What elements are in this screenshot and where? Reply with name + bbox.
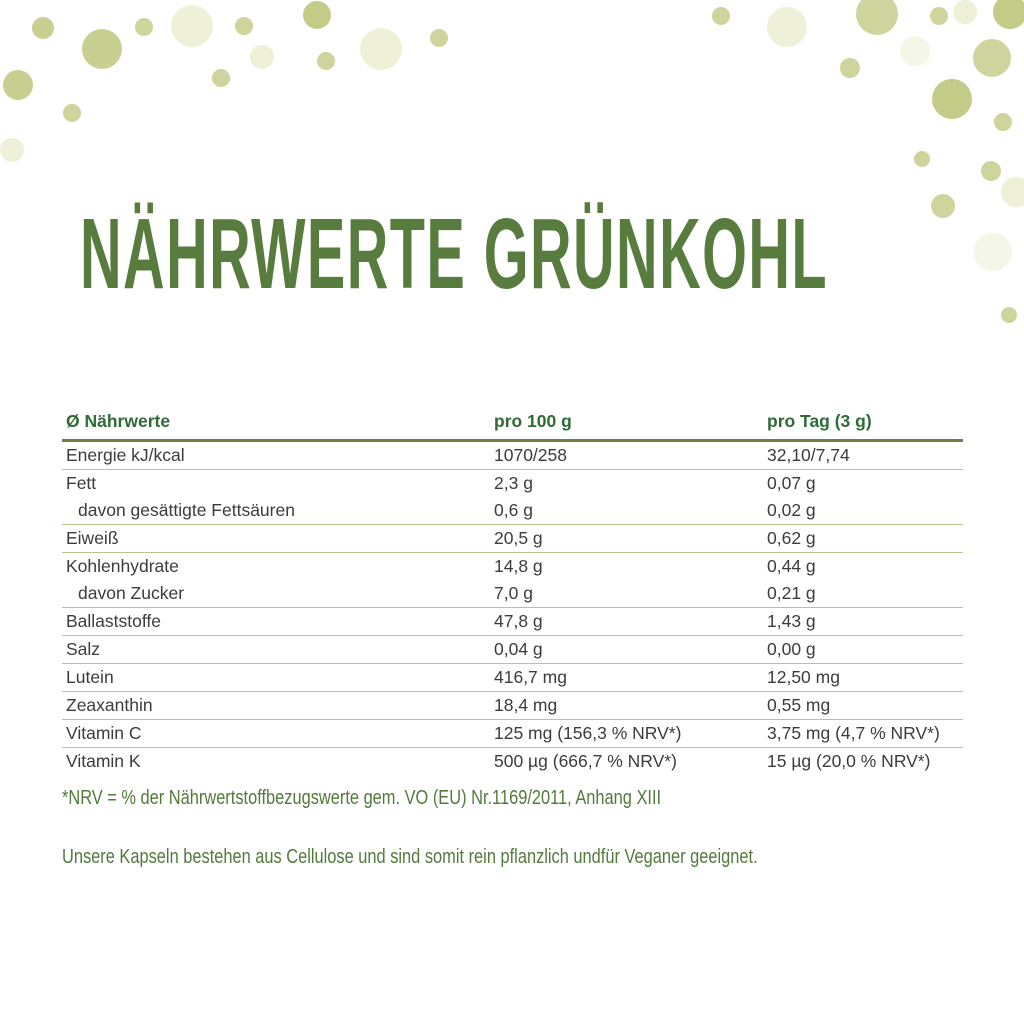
decorative-dot <box>250 45 274 69</box>
nutrient-label: davon gesättigte Fettsäuren <box>62 497 490 525</box>
decorative-dot <box>82 29 122 69</box>
nutrient-label: Energie kJ/kcal <box>62 440 490 470</box>
decorative-dot <box>3 70 33 100</box>
decorative-dot <box>914 151 930 167</box>
decorative-dot <box>32 17 54 39</box>
table-row: Eiweiß 20,5 g 0,62 g <box>62 524 963 553</box>
nutrient-label: Fett <box>66 473 97 493</box>
nutrition-table-header: Ø Nährwerte pro 100 g pro Tag (3 g) <box>62 406 963 442</box>
decorative-dot <box>135 18 153 36</box>
nutrient-label: Salz <box>62 635 490 664</box>
decorative-dot <box>430 29 448 47</box>
decorative-dot <box>900 36 930 66</box>
decorative-dot <box>953 0 977 24</box>
decorative-dot <box>856 0 898 35</box>
value-per-day: 32,10/7,74 <box>763 440 963 470</box>
nutrient-label: davon Zucker <box>62 580 490 608</box>
decorative-dot <box>1001 177 1024 207</box>
table-row: Salz 0,04 g 0,00 g <box>62 635 963 664</box>
value-per-day: 0,00 g <box>763 635 963 664</box>
decorative-dot <box>840 58 860 78</box>
value-per-day: 12,50 mg <box>763 663 963 692</box>
col-header-per-100g: pro 100 g <box>490 406 763 442</box>
table-row: davon Zucker 7,0 g 0,21 g <box>62 580 963 608</box>
decorative-dot <box>981 161 1001 181</box>
value-per-100g: 1070/258 <box>490 440 763 470</box>
value-per-100g: 2,3 g <box>494 473 533 493</box>
value-per-100g: 0,6 g <box>490 497 763 525</box>
value-per-100g: 500 µg (666,7 % NRV*) <box>494 751 677 771</box>
decorative-dot <box>1001 307 1017 323</box>
value-per-100g: 20,5 g <box>490 524 763 553</box>
capsule-note: Unsere Kapseln bestehen aus Cellulose un… <box>62 846 758 868</box>
value-per-day: 15 µg (20,0 % NRV*) <box>767 751 931 771</box>
decorative-dot <box>317 52 335 70</box>
decorative-dot <box>932 79 972 119</box>
table-row: Ballaststoffe 47,8 g 1,43 g <box>62 607 963 636</box>
value-per-100g: 416,7 mg <box>490 663 763 692</box>
decorative-dot <box>0 138 24 162</box>
value-per-day: 0,07 g <box>767 473 816 493</box>
decorative-dot <box>712 7 730 25</box>
nutrient-label: Vitamin K <box>66 751 141 771</box>
value-per-100g: 14,8 g <box>494 556 543 576</box>
decorative-dot <box>930 7 948 25</box>
table-row: Vitamin C 125 mg (156,3 % NRV*) 3,75 mg (4… <box>62 719 963 748</box>
decorative-dot <box>974 233 1012 271</box>
value-per-day: 1,43 g <box>763 607 963 636</box>
decorative-dot <box>360 28 402 70</box>
value-per-100g: 7,0 g <box>490 580 763 608</box>
header-row: Ø Nährwerte pro 100 g pro Tag (3 g) <box>62 406 963 442</box>
decorative-dot <box>994 113 1012 131</box>
decorative-dot <box>212 69 230 87</box>
decorative-dot <box>171 5 213 47</box>
value-per-day: 0,44 g <box>767 556 816 576</box>
decorative-dot <box>303 1 331 29</box>
value-per-day: 3,75 mg (4,7 % NRV*) <box>763 719 963 748</box>
value-per-100g: 125 mg (156,3 % NRV*) <box>490 719 763 748</box>
decorative-dot <box>993 0 1024 29</box>
col-header-per-day: pro Tag (3 g) <box>763 406 963 442</box>
decorative-dot <box>63 104 81 122</box>
nutrient-label: Ballaststoffe <box>62 607 490 636</box>
decorative-dot <box>767 7 807 47</box>
col-header-nutrients: Ø Nährwerte <box>62 406 490 442</box>
decorative-dot <box>973 39 1011 77</box>
table-row: Fett 2,3 g 0,07 g <box>62 470 963 498</box>
decorative-dot <box>235 17 253 35</box>
nrv-footnote: *NRV = % der Nährwertstoffbezugswerte ge… <box>62 787 662 809</box>
nutrient-label: Eiweiß <box>62 524 490 553</box>
nutrition-table-body: Energie kJ/kcal 1070/258 32,10/7,74 Fett 2,3… <box>62 440 963 776</box>
table-row: Kohlenhydrate 14,8 g 0,44 g <box>62 553 963 581</box>
nutrient-label: Kohlenhydrate <box>66 556 179 576</box>
table-row: Lutein 416,7 mg 12,50 mg <box>62 663 963 692</box>
table-row: Energie kJ/kcal 1070/258 32,10/7,74 <box>62 440 963 470</box>
decorative-dot <box>931 194 955 218</box>
nutrient-label: Lutein <box>62 663 490 692</box>
table-row: davon gesättigte Fettsäuren 0,6 g 0,02 g <box>62 497 963 525</box>
value-per-100g: 18,4 mg <box>490 691 763 720</box>
value-per-day: 0,55 mg <box>763 691 963 720</box>
nutrient-label: Vitamin C <box>62 719 490 748</box>
value-per-day: 0,21 g <box>763 580 963 608</box>
value-per-day: 0,62 g <box>763 524 963 553</box>
table-row: Zeaxanthin 18,4 mg 0,55 mg <box>62 691 963 720</box>
page-title: NÄHRWERTE GRÜNKOHL <box>80 197 829 309</box>
value-per-100g: 0,04 g <box>490 635 763 664</box>
nutrition-table: Ø Nährwerte pro 100 g pro Tag (3 g) Ener… <box>62 406 963 775</box>
value-per-day: 0,02 g <box>763 497 963 525</box>
nutrient-label: Zeaxanthin <box>62 691 490 720</box>
value-per-100g: 47,8 g <box>490 607 763 636</box>
table-row: Vitamin K 500 µg (666,7 % NRV*) 15 µg (20,… <box>62 748 963 776</box>
